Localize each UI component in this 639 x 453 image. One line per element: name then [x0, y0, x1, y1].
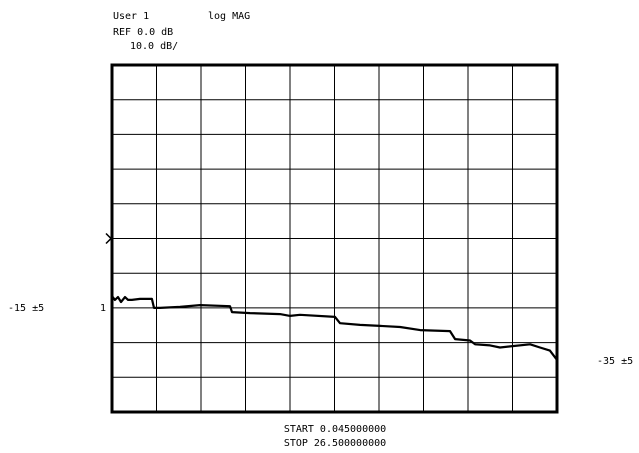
trace: [111, 295, 558, 361]
scale-label: 10.0 dB/: [130, 41, 178, 52]
limit-label: -35 ±5: [597, 356, 633, 367]
stop-label: STOP 26.500000000: [284, 438, 386, 449]
marker-label: 1: [100, 303, 106, 314]
start-label: START 0.045000000: [284, 424, 386, 435]
format-label: log MAG: [208, 11, 250, 22]
reference-label: REF 0.0 dB: [113, 27, 173, 38]
reference-marker: [105, 232, 113, 245]
channel-label: User 1: [113, 11, 149, 22]
limit-label: -15 ±5: [8, 303, 44, 314]
